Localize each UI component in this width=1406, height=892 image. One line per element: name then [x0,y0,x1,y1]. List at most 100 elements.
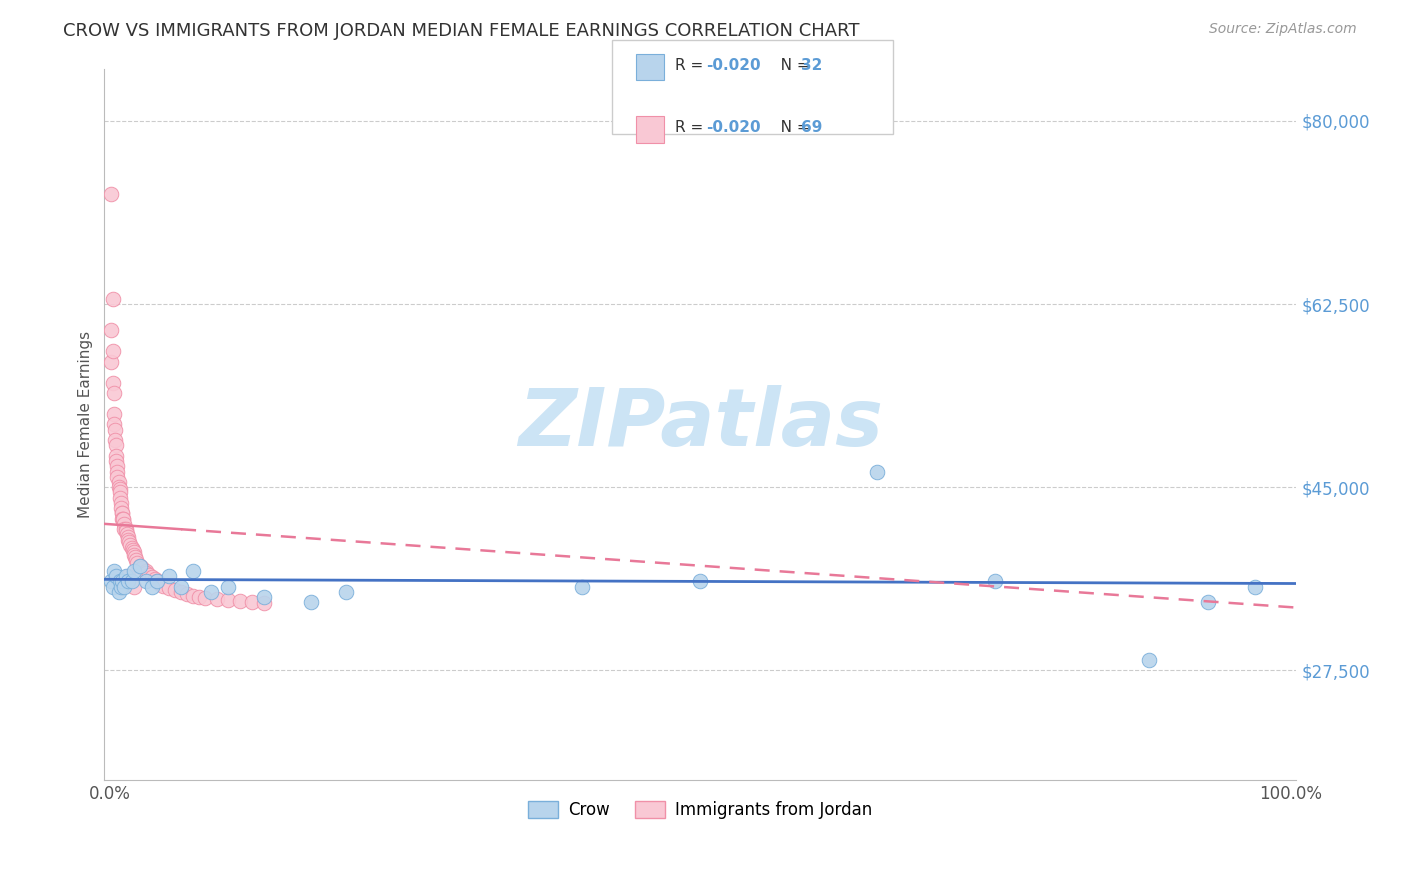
Point [101,376,124,390]
Point [122,548,145,562]
Point [101,344,124,359]
Point [135,574,157,589]
Point [143,572,166,586]
Point [128,558,150,573]
Point [112,511,135,525]
Point [194,591,217,606]
Point [108,491,131,505]
Point [103,407,125,421]
Point [181,564,204,578]
Point [253,596,276,610]
Point [117,574,139,589]
Point [105,438,128,452]
Point [122,545,145,559]
Point [104,423,127,437]
Point [111,507,134,521]
Point [128,558,150,573]
Legend: Crow, Immigrants from Jordan: Crow, Immigrants from Jordan [522,794,879,825]
Point [107,475,129,489]
Point [141,580,163,594]
Point [100,574,122,589]
Point [105,454,128,468]
Point [1244,580,1267,594]
Point [111,574,134,589]
Point [131,561,153,575]
Text: ZIPatlas: ZIPatlas [517,385,883,464]
Point [176,587,198,601]
Point [118,534,141,549]
Point [112,511,135,525]
Point [101,292,124,306]
Point [135,564,157,578]
Point [117,569,139,583]
Point [146,574,169,589]
Point [114,522,136,536]
Text: R =: R = [675,120,709,136]
Point [108,574,131,589]
Point [229,594,252,608]
Point [253,590,276,604]
Point [104,433,127,447]
Point [170,585,193,599]
Point [170,580,193,594]
Point [103,386,125,401]
Point [165,582,187,597]
Point [105,449,128,463]
Point [114,516,136,531]
Point [299,595,322,609]
Point [107,585,129,599]
Text: Source: ZipAtlas.com: Source: ZipAtlas.com [1209,22,1357,37]
Point [240,595,263,609]
Point [1137,653,1160,667]
Text: -0.020: -0.020 [706,120,761,136]
Point [120,538,142,552]
Point [110,501,132,516]
Point [103,417,125,432]
Point [114,522,136,536]
Point [115,527,138,541]
Point [114,569,136,583]
Point [117,533,139,547]
Point [114,580,136,594]
Point [121,541,143,555]
Point [108,485,131,500]
Point [125,553,148,567]
Point [689,574,711,589]
Point [152,579,174,593]
Point [205,592,228,607]
Point [200,585,222,599]
Y-axis label: Median Female Earnings: Median Female Earnings [79,331,93,518]
Point [157,581,180,595]
Text: 69: 69 [801,120,823,136]
Point [141,570,163,584]
Point [181,589,204,603]
Text: N =: N = [766,120,814,136]
Point [100,323,122,337]
Point [101,580,124,594]
Point [122,580,145,594]
Point [122,564,145,578]
Point [107,480,129,494]
Point [121,574,143,589]
Point [138,568,160,582]
Text: -0.020: -0.020 [706,58,761,73]
Point [127,556,149,570]
Point [111,507,134,521]
Text: R =: R = [675,58,709,73]
Point [1197,595,1219,609]
Point [108,483,131,497]
Point [187,590,209,604]
Text: CROW VS IMMIGRANTS FROM JORDAN MEDIAN FEMALE EARNINGS CORRELATION CHART: CROW VS IMMIGRANTS FROM JORDAN MEDIAN FE… [63,22,860,40]
Point [135,566,157,580]
Point [121,543,143,558]
Point [149,576,172,591]
Point [157,569,180,583]
Point [105,459,128,474]
Point [111,511,134,525]
Point [984,574,1007,589]
Point [571,580,593,594]
Point [100,187,122,202]
Point [103,564,125,578]
Point [110,580,132,594]
Point [110,496,132,510]
